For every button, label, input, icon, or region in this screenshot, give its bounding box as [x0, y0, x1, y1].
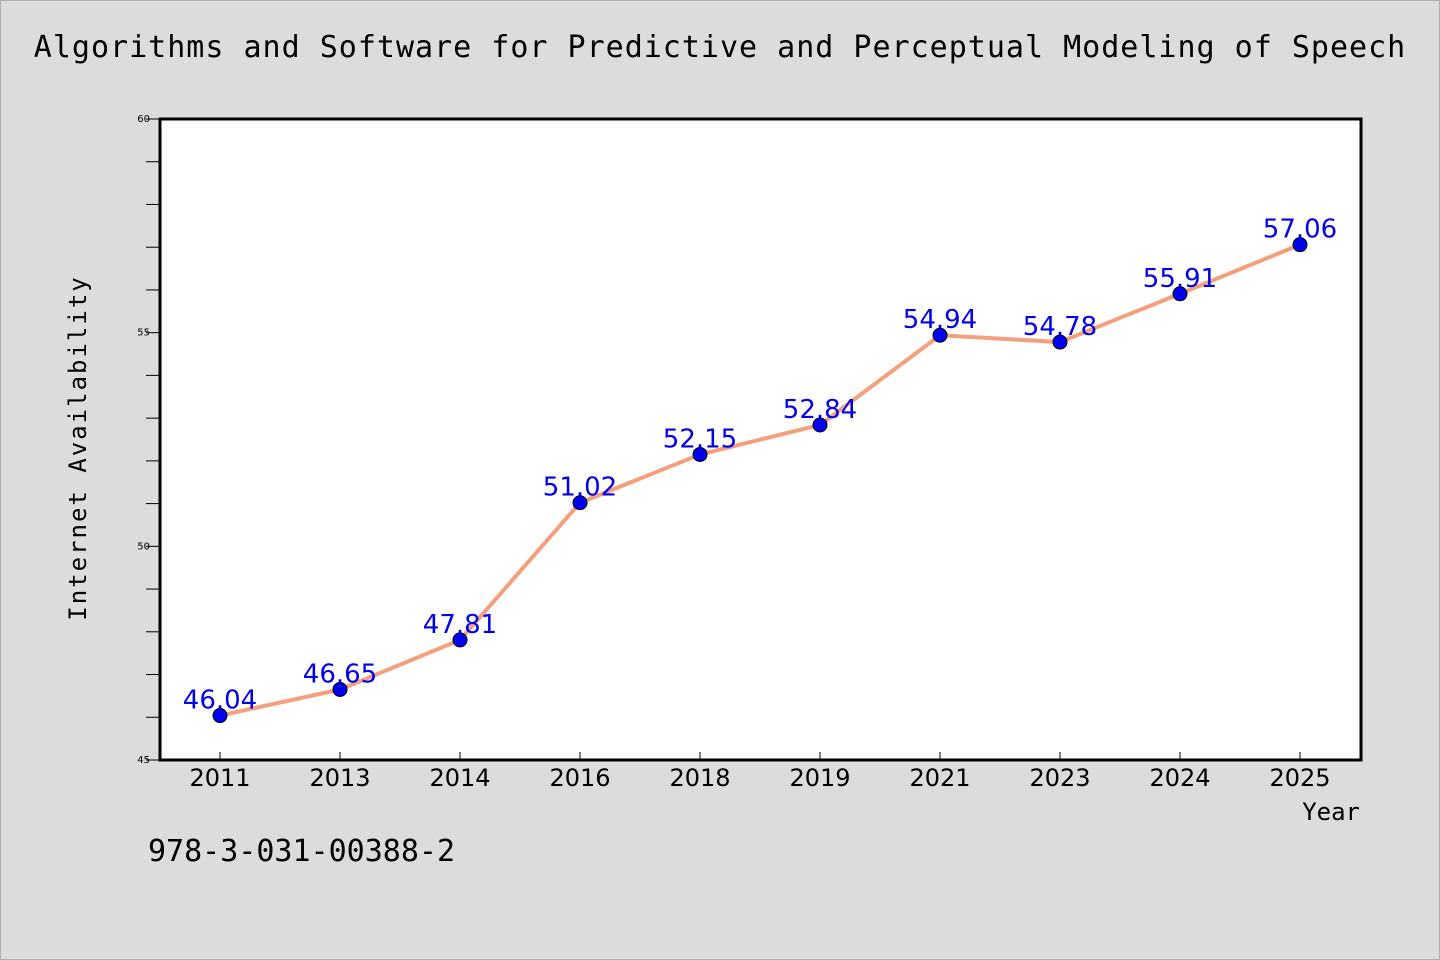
x-tick-label: 2018	[669, 764, 730, 792]
y-tick-label: 60	[137, 114, 150, 125]
x-axis-ticks: 2011 2013 2014 2016 2018 2019 2021 2023 2024 2025	[189, 752, 1331, 792]
x-tick-label: 2011	[189, 764, 250, 792]
data-point	[1292, 237, 1308, 253]
data-point	[572, 495, 588, 511]
data-point	[1172, 286, 1188, 302]
data-label: 47.81	[423, 610, 497, 640]
data-point	[692, 446, 708, 462]
data-point	[332, 681, 348, 697]
data-labels: 46.04 46.65 47.81 51.02 52.15 52.84 54.94 54.78…	[183, 215, 1337, 716]
y-tick-label: 50	[137, 541, 150, 552]
y-tick-label: 55	[137, 328, 150, 339]
series-markers	[212, 237, 1308, 724]
data-label: 54.78	[1023, 312, 1097, 342]
data-label: 57.06	[1263, 215, 1337, 245]
data-label: 46.04	[183, 686, 257, 716]
y-axis-label: Internet Availability	[64, 275, 92, 620]
data-point	[812, 417, 828, 433]
data-label: 54.94	[903, 305, 977, 335]
x-tick-label: 2021	[909, 764, 970, 792]
data-label: 52.15	[663, 424, 737, 454]
data-label: 46.65	[303, 659, 377, 689]
y-axis-ticks: 45 50 55 60	[137, 114, 160, 766]
data-point	[212, 708, 228, 724]
x-tick-label: 2013	[309, 764, 370, 792]
isbn-text: 978-3-031-00388-2	[148, 834, 456, 869]
x-axis-label: Year	[1302, 798, 1360, 826]
x-tick-label: 2025	[1269, 764, 1330, 792]
data-label: 55.91	[1143, 264, 1217, 294]
x-tick-label: 2023	[1029, 764, 1090, 792]
data-label: 51.02	[543, 473, 617, 503]
x-tick-label: 2024	[1149, 764, 1210, 792]
data-point	[932, 327, 948, 343]
data-label: 52.84	[783, 395, 857, 425]
x-tick-label: 2014	[429, 764, 490, 792]
series-line	[218, 242, 1302, 718]
data-point	[1052, 334, 1068, 350]
x-tick-label: 2019	[789, 764, 850, 792]
y-tick-label: 45	[137, 755, 150, 766]
data-point	[452, 632, 468, 648]
chart-title: Algorithms and Software for Predictive a…	[33, 30, 1407, 65]
x-tick-label: 2016	[549, 764, 610, 792]
